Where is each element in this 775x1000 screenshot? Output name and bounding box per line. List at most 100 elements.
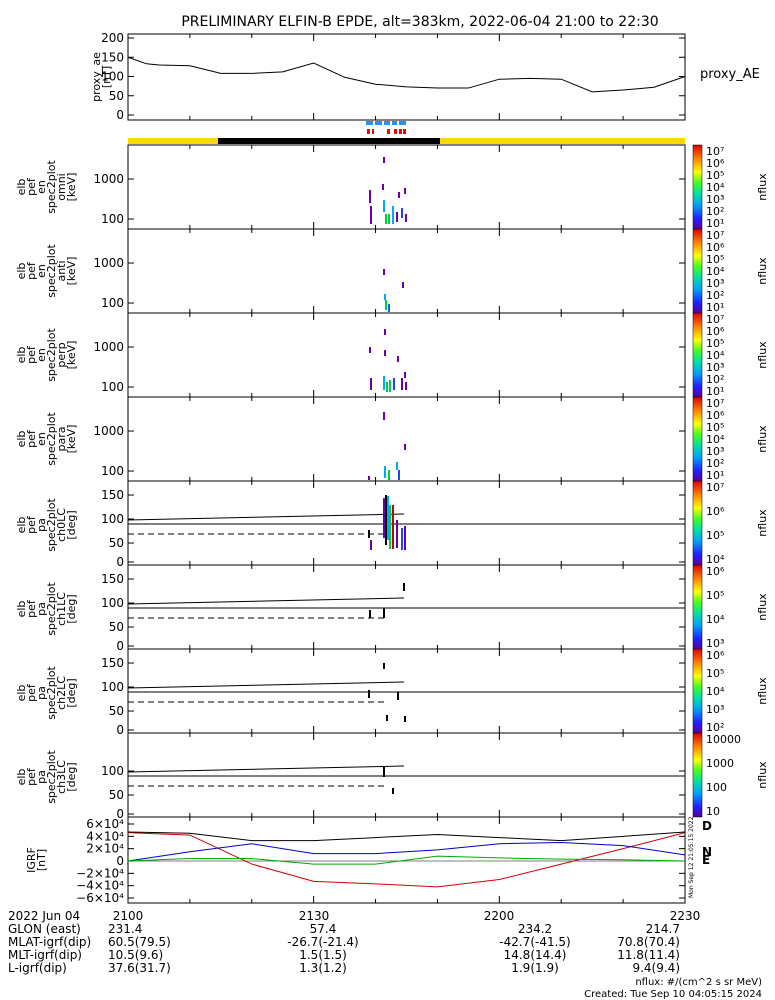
colorbar-tick: 10⁷: [706, 145, 724, 158]
igrf-ytick-label: 2×10⁴: [86, 842, 124, 856]
spec-ylabel-4: perp: [55, 342, 68, 367]
igrf-ylabel-0: IGRF: [25, 847, 38, 873]
table-row-label: MLT-igrf(dip): [8, 948, 82, 962]
colorbar-tick: 10¹: [706, 469, 724, 482]
table-cell: 37.6(31.7): [108, 961, 171, 975]
colorbar-tick: 10⁵: [706, 421, 724, 434]
spectrum-streak: [383, 412, 385, 420]
pa-streak: [383, 663, 385, 669]
table-cell: -26.7(-21.4): [287, 935, 358, 949]
ae-ytick-label: 150: [101, 50, 124, 64]
igrf-line-F: [127, 831, 686, 842]
spec-ytick-label: 1000: [93, 340, 124, 354]
pa-streak: [383, 767, 385, 777]
spec-ylabel-4: para: [55, 427, 68, 452]
colorbar-label: nflux: [756, 593, 769, 621]
loss-cone-line: [127, 681, 405, 689]
ae-ytick-label: 50: [109, 89, 124, 103]
spectrum-streak: [398, 192, 400, 198]
spec-ylabel-4: anti: [55, 260, 68, 281]
pa-ytick-label: 150: [101, 572, 124, 586]
pa-streak: [403, 583, 405, 591]
spectrum-streak: [370, 378, 372, 390]
pa-streak: [368, 690, 370, 698]
colorbar-tick: 10²: [706, 373, 724, 386]
igrf-ytick-label: 0: [116, 854, 124, 868]
pa-ytick-label: 0: [116, 555, 124, 569]
pa-streak: [396, 520, 398, 548]
colorbar-tick: 10⁵: [706, 253, 724, 266]
pa-ylabel-2: pa: [35, 602, 48, 616]
pa-ylabel-3: spec2plot: [45, 582, 58, 636]
table-cell: 1.3(1.2): [299, 961, 347, 975]
colorbar-tick: 10⁴: [706, 553, 725, 566]
colorbar-ramp: [692, 564, 703, 650]
spec-ylabel-5: [keV]: [65, 257, 78, 286]
table-cell: 2230: [670, 909, 701, 923]
pa-streak: [368, 530, 370, 538]
pa-ylabel-1: pef: [25, 767, 38, 786]
spec-ylabel-3: spec2plot: [45, 328, 58, 382]
loss-cone-line: [127, 765, 405, 773]
colorbar-ramp: [692, 396, 703, 482]
spec-ytick-label: 100: [101, 380, 124, 394]
spectrum-streak: [384, 466, 386, 478]
colorbar-tick: 10⁵: [706, 589, 724, 602]
igrf-ytick-label: 4×10⁴: [86, 829, 124, 843]
spectrum-streak: [383, 269, 385, 275]
igrf-ytick-label: −6×10⁴: [76, 891, 124, 905]
pa-frame: [127, 564, 686, 650]
colorbar-tick: 10²: [706, 721, 724, 734]
pa-ylabel-1: pef: [25, 599, 38, 618]
table-cell: 9.4(9.4): [632, 961, 680, 975]
spec-ylabel-5: [keV]: [65, 173, 78, 202]
pa-ytick-label: 50: [109, 788, 124, 802]
spectrum-streak: [382, 184, 384, 190]
igrf-line-E: [127, 855, 686, 865]
colorbar-tick: 10⁶: [706, 157, 725, 170]
pa-ylabel-0: elb: [15, 685, 28, 702]
orbit-status-bars: [128, 121, 685, 144]
colorbars: 10⁷10⁶10⁵10⁴10³10²10¹nflux10⁷10⁶10⁵10⁴10…: [692, 144, 769, 818]
ae-frame: [127, 33, 686, 121]
spec-ytick-label: 1000: [93, 172, 124, 186]
colorbar-tick: 10⁶: [706, 409, 725, 422]
colorbar-tick: 10³: [706, 361, 724, 374]
colorbar-label: nflux: [756, 761, 769, 789]
table-cell: 70.8(70.4): [617, 935, 680, 949]
spectrum-streak: [388, 304, 390, 312]
pa-ytick-label: 50: [109, 620, 124, 634]
spectrum-streak: [397, 356, 399, 362]
colorbar-tick: 10⁵: [706, 169, 724, 182]
spectrum-streak: [396, 462, 398, 470]
spectrum-streak: [368, 476, 370, 480]
pa-streak: [389, 505, 391, 549]
spectrum-streak: [401, 378, 403, 390]
pa-streak: [392, 788, 394, 794]
pa-streak: [383, 608, 385, 618]
pa-ytick-label: 100: [101, 764, 124, 778]
figure-title: PRELIMINARY ELFIN-B EPDE, alt=383km, 202…: [181, 14, 658, 30]
proxy-ae-panel: 200 150 100 50 0 proxy_ae[nT]: [90, 31, 686, 122]
colorbar-tick: 10⁴: [706, 433, 725, 446]
colorbar-tick: 10⁴: [706, 349, 725, 362]
colorbar-tick: 10²: [706, 457, 724, 470]
pa-ylabel-2: pa: [35, 770, 48, 784]
colorbar-7: 10000 1000 100 10 nflux: [692, 732, 769, 818]
colorbar-tick: 10¹: [706, 301, 724, 314]
pa-streak: [369, 610, 371, 618]
colorbar-label: nflux: [756, 509, 769, 537]
colorbar-label: nflux: [756, 173, 769, 201]
table-row-label: GLON (east): [8, 922, 81, 936]
colorbar-ramp: [692, 480, 703, 566]
footer-created: Created: Tue Sep 10 04:05:15 2024: [584, 989, 762, 1000]
spectrum-streak: [393, 378, 395, 390]
spec-ytick-label: 100: [101, 296, 124, 310]
